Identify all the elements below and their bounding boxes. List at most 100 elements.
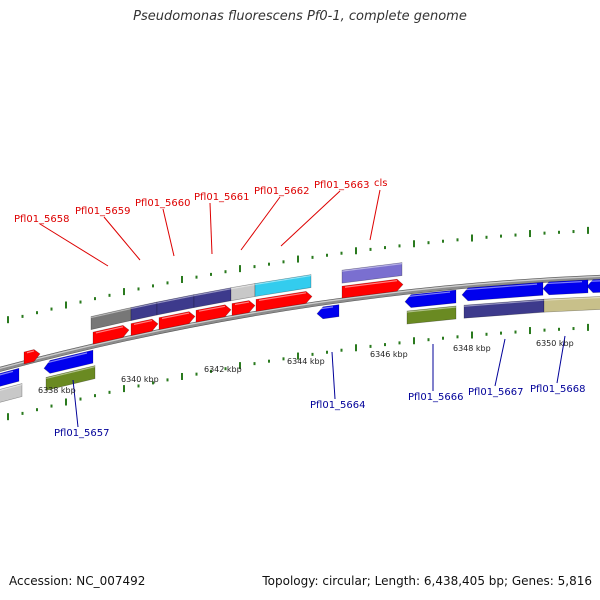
gene-labels: Pfl01_5658 Pfl01_5659 Pfl01_5660Pfl01_5661… xyxy=(14,178,586,439)
gene-label-bottom: Pfl01_5667 xyxy=(468,387,524,398)
scale-dots-bottom xyxy=(7,323,589,421)
scale-label: 6346 kbp xyxy=(370,350,408,359)
scale-dot xyxy=(36,408,38,412)
scale-dot xyxy=(456,238,459,242)
scale-dot xyxy=(340,251,343,255)
scale-dot xyxy=(239,362,241,370)
scale-dot xyxy=(94,297,96,301)
product-block-shine xyxy=(90,307,132,319)
label-leader-lines xyxy=(39,189,566,428)
leader-line-bottom xyxy=(494,338,506,387)
gene-label-bottom: Pfl01_5657 xyxy=(54,428,110,439)
scale-dot xyxy=(558,230,560,234)
scale-dot xyxy=(282,357,285,361)
product-block xyxy=(341,262,403,284)
product-block-shine xyxy=(130,302,158,310)
scale-dot xyxy=(108,390,111,394)
scale-dot xyxy=(384,246,386,250)
gene-arrow-reverse-shine xyxy=(589,280,600,282)
backbone-line xyxy=(0,275,600,372)
cds-arrow-shine xyxy=(344,280,398,288)
product-block-shine xyxy=(230,283,256,290)
leader-line-bottom xyxy=(556,335,566,384)
scale-dot xyxy=(340,348,343,352)
scale-dot xyxy=(326,350,328,354)
scale-dot xyxy=(253,265,256,269)
product-block-shine xyxy=(463,299,545,307)
scale-dot xyxy=(456,335,459,339)
product-block xyxy=(463,298,545,319)
scale-label: 6340 kbp xyxy=(121,375,159,384)
scale-dot xyxy=(268,262,270,266)
scale-dot xyxy=(181,275,183,283)
product-block-shine xyxy=(45,366,96,380)
product-block xyxy=(0,383,23,403)
scale-dot xyxy=(369,247,372,251)
scale-dot xyxy=(36,311,38,315)
leader-line-bottom xyxy=(331,351,336,400)
scale-dot xyxy=(166,378,169,382)
scale-dot xyxy=(7,413,9,421)
scale-dot xyxy=(543,231,546,235)
cds-arrow xyxy=(255,291,313,312)
scale-dot xyxy=(398,244,401,248)
scale-dot xyxy=(500,331,502,335)
scale-label: 6338 kbp xyxy=(38,386,76,395)
scale-dot xyxy=(268,359,270,363)
scale-dot xyxy=(384,343,386,347)
gene-arrows xyxy=(0,278,600,387)
scale-dot xyxy=(587,226,589,234)
scale-label: 6344 kbp xyxy=(287,357,325,366)
gene-arrow-reverse-shine xyxy=(46,352,88,364)
product-block xyxy=(193,287,232,308)
cds-arrow-shine xyxy=(258,292,307,301)
gene-arrow-reverse xyxy=(0,367,20,387)
product-block xyxy=(254,274,312,297)
gene-label-top: cls xyxy=(374,178,388,189)
scale-dots-top xyxy=(7,226,589,324)
scale-dot xyxy=(166,281,169,285)
scale-dot xyxy=(108,293,111,297)
scale-dot xyxy=(427,241,430,245)
product-block-shine xyxy=(543,296,600,301)
product-block xyxy=(45,365,96,391)
product-block xyxy=(130,301,158,321)
scale-dot xyxy=(572,327,575,331)
gene-arrow-reverse-shine xyxy=(407,291,451,298)
gene-arrow-reverse-shine xyxy=(319,306,334,310)
scale-dot xyxy=(65,398,67,406)
product-block xyxy=(543,296,600,313)
gene-label-top: Pfl01_5662 xyxy=(254,186,310,197)
scale-dot xyxy=(253,362,256,366)
scale-dot xyxy=(587,323,589,331)
scale-dot xyxy=(210,272,212,276)
scale-dot xyxy=(413,337,415,345)
leader-line-top xyxy=(240,196,281,251)
scale-dot xyxy=(137,287,140,291)
product-block-shine xyxy=(254,274,312,286)
cds-arrow-shine xyxy=(161,312,190,320)
scale-dot xyxy=(65,301,67,309)
scale-dot xyxy=(297,352,299,360)
scale-dot xyxy=(500,234,502,238)
scale-label: 6342 kbp xyxy=(204,365,242,374)
cds-arrow xyxy=(341,278,404,299)
scale-dot xyxy=(326,253,328,257)
leader-line-top xyxy=(162,208,175,257)
scale-dot xyxy=(282,260,285,264)
product-block xyxy=(406,305,457,325)
cds-arrow-shine xyxy=(234,301,250,306)
leader-line-top xyxy=(103,216,141,261)
scale-dot xyxy=(94,394,96,398)
scale-labels: 6338 kbp 6340 kbp 6342 kbp 6344 kbp 6346 kbp… xyxy=(38,339,574,395)
scale-dot xyxy=(369,344,372,348)
cds-arrow-shine xyxy=(198,305,226,312)
scale-dot xyxy=(195,372,198,376)
scale-dot xyxy=(514,233,517,237)
scale-dot xyxy=(297,255,299,263)
scale-dot xyxy=(471,331,473,339)
gene-label-top: Pfl01_5661 xyxy=(194,192,250,203)
scale-dot xyxy=(123,385,125,393)
scale-dot xyxy=(79,397,82,401)
